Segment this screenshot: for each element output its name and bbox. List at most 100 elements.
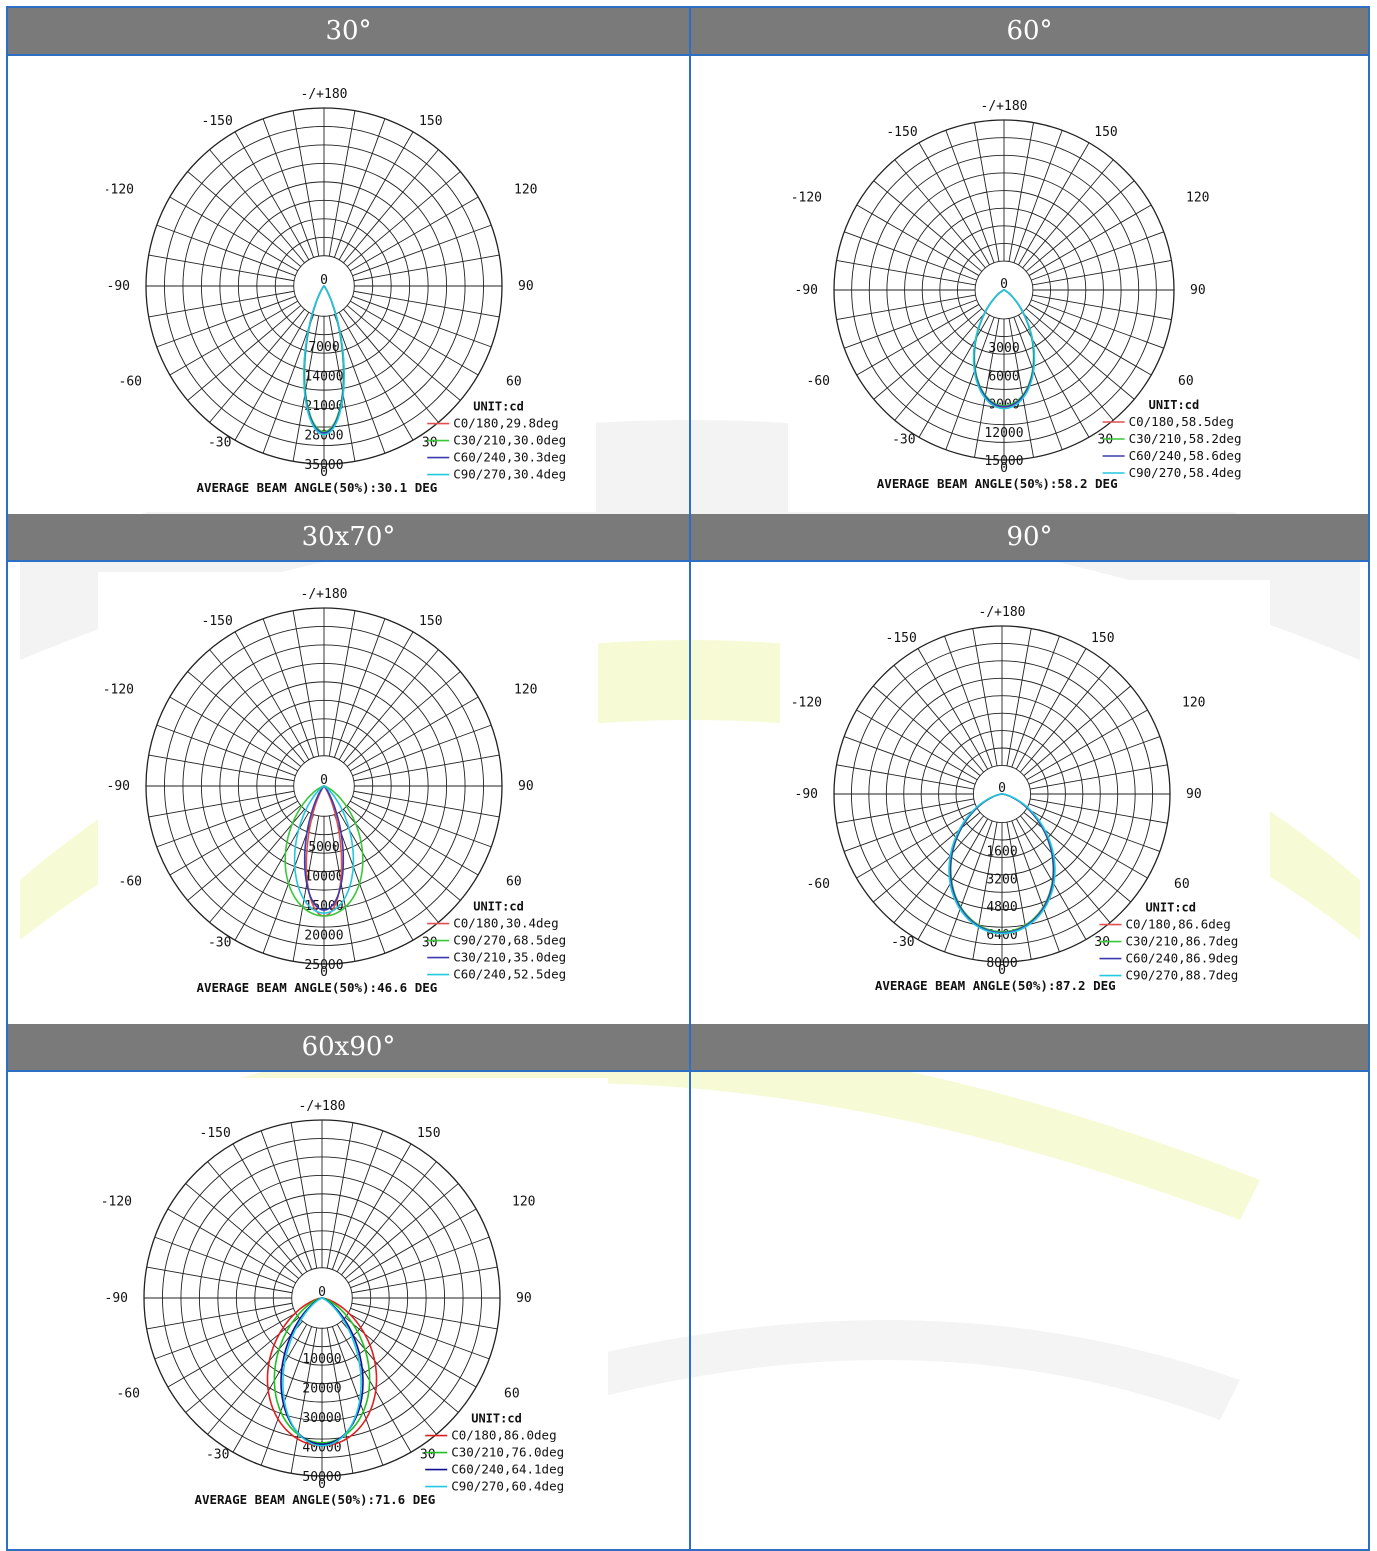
angle-label: 120 — [512, 1194, 535, 1209]
grid-spoke — [346, 805, 461, 901]
legend-label: C0/180,58.5deg — [1129, 414, 1234, 429]
grid-spoke — [146, 1266, 293, 1294]
grid-spoke — [185, 1183, 300, 1279]
grid-spoke — [873, 180, 983, 272]
radial-tick-label: 30000 — [302, 1411, 341, 1426]
grid-spoke — [944, 635, 993, 768]
grid-spoke — [338, 631, 414, 761]
grid-spoke — [856, 709, 978, 781]
radial-tick-label: 25000 — [304, 958, 343, 973]
angle-label: 0 — [998, 963, 1006, 978]
radial-tick-label: 10000 — [302, 1352, 341, 1367]
grid-spoke — [262, 314, 315, 454]
header-row-2: 30x70° 90° — [8, 514, 1368, 562]
grid-spoke — [156, 295, 296, 348]
angle-label: 150 — [1094, 125, 1117, 140]
grid-spoke — [893, 815, 984, 923]
grid-spoke — [917, 818, 989, 940]
polar-grid — [143, 1119, 501, 1477]
grid-spoke — [234, 811, 310, 941]
grid-spoke — [1028, 304, 1152, 376]
grid-spoke — [232, 1323, 308, 1453]
grid-spoke — [154, 1307, 294, 1360]
grid-spoke — [1023, 685, 1131, 776]
angle-label: -30 — [206, 1448, 229, 1463]
grid-spoke — [1030, 798, 1168, 824]
angle-label: 120 — [514, 182, 537, 197]
legend-label: C0/180,86.6deg — [1125, 917, 1230, 932]
grid-spoke — [1011, 635, 1060, 768]
grid-spoke — [349, 196, 479, 272]
grid-spoke — [352, 295, 492, 348]
beam-angle-footer: AVERAGE BEAM ANGLE(50%):30.1 DEG — [196, 480, 437, 495]
grid-spoke — [148, 790, 295, 818]
grid-spoke — [1026, 807, 1148, 879]
grid-spoke — [346, 171, 461, 267]
grid-spoke — [349, 300, 479, 376]
grid-spoke — [350, 1307, 490, 1360]
grid-spoke — [873, 812, 981, 903]
grid-spoke — [1025, 308, 1135, 400]
grid-spoke — [1006, 822, 1032, 960]
grid-spoke — [292, 110, 320, 257]
grid-spoke — [169, 800, 299, 876]
grid-spoke — [187, 305, 302, 401]
radial-tick-label: 14000 — [304, 369, 343, 384]
legend-label: C0/180,30.4deg — [453, 916, 558, 931]
angle-label: 90 — [518, 279, 534, 294]
grid-spoke — [328, 110, 356, 257]
grid-spoke — [260, 1130, 313, 1270]
angle-label: -/+180 — [301, 587, 348, 602]
panel-title: 60° — [691, 8, 1368, 56]
grid-spoke — [856, 807, 978, 879]
angle-label: 90 — [1186, 787, 1202, 802]
radial-tick-label: 12000 — [984, 426, 1023, 441]
angle-label: -150 — [886, 125, 917, 140]
grid-spoke — [844, 299, 977, 349]
radial-tick-label: 20000 — [302, 1381, 341, 1396]
chart-panel-4: -/+180 150 120 90 60 30 0 -30 -60 -90 -120 -150 0 160… — [780, 580, 1270, 1016]
panel-title: 30x70° — [8, 514, 689, 562]
center-label: 0 — [1000, 277, 1008, 292]
grid-spoke — [187, 671, 302, 767]
angle-label: -90 — [107, 279, 130, 294]
grid-spoke — [856, 304, 980, 376]
grid-spoke — [169, 196, 299, 272]
beam-angle-footer: AVERAGE BEAM ANGLE(50%):71.6 DEG — [194, 1492, 435, 1507]
angle-label: 120 — [514, 682, 537, 697]
grid-spoke — [292, 815, 320, 962]
beam-angle-footer: AVERAGE BEAM ANGLE(50%):87.2 DEG — [875, 978, 1116, 993]
grid-spoke — [352, 724, 492, 777]
grid-spoke — [1013, 130, 1063, 263]
legend-label: C30/210,30.0deg — [453, 433, 566, 448]
radial-tick-label: 4800 — [986, 900, 1017, 915]
column-divider — [689, 8, 691, 1549]
angle-label: -150 — [886, 631, 917, 646]
legend-label: C90/270,68.5deg — [453, 933, 566, 948]
grid-spoke — [972, 628, 998, 766]
grid-spoke — [262, 618, 315, 758]
grid-spoke — [187, 171, 302, 267]
grid-spoke — [873, 685, 981, 776]
grid-spoke — [893, 665, 984, 773]
angle-label: -/+180 — [979, 605, 1026, 620]
panel-title: 90° — [691, 514, 1368, 562]
angle-label: 60 — [506, 875, 522, 890]
series-curve — [948, 793, 1056, 935]
grid-spoke — [1026, 709, 1148, 781]
grid-spoke — [343, 649, 439, 764]
angle-label: 30 — [1098, 433, 1114, 448]
angle-label: 150 — [417, 1126, 440, 1141]
polar-chart: -/+180 150 120 90 60 30 0 -30 -60 -90 -120 -150 0 700… — [103, 87, 566, 495]
angle-label: -60 — [807, 877, 830, 892]
radial-tick-label: 1600 — [986, 844, 1017, 859]
grid-spoke — [156, 224, 296, 277]
angle-label: -90 — [795, 283, 818, 298]
angle-label: -90 — [107, 779, 130, 794]
grid-spoke — [836, 798, 974, 824]
grid-spoke — [290, 1327, 318, 1474]
radial-tick-label: 28000 — [304, 428, 343, 443]
grid-spoke — [856, 204, 980, 276]
grid-spoke — [156, 724, 296, 777]
grid-spoke — [844, 231, 977, 281]
